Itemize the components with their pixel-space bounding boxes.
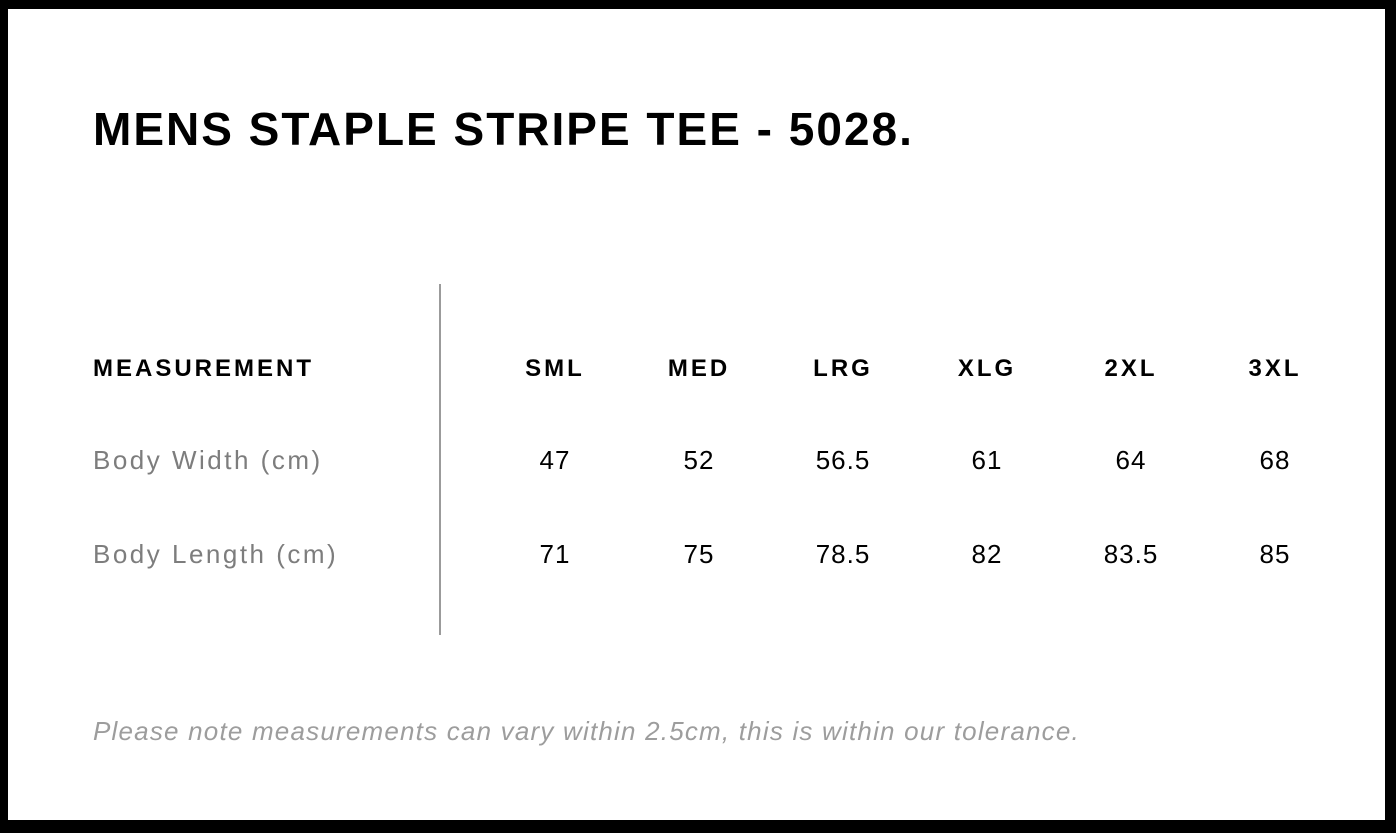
column-header-xlg: XLG	[957, 355, 1017, 382]
column-header-med: MED	[667, 355, 731, 382]
cell-body-length-med: 75	[683, 539, 715, 569]
tolerance-note: Please note measurements can vary within…	[93, 716, 1080, 746]
cell-body-length-lrg: 78.5	[815, 539, 871, 569]
cell-body-width-med: 52	[683, 445, 715, 475]
column-header-sml: SML	[525, 355, 585, 382]
cell-body-width-lrg: 56.5	[815, 445, 871, 475]
table-row-body-width: Body Width (cm) 47 52 56.5 61 64 68	[93, 445, 1347, 475]
column-header-measurement: MEASUREMENT	[93, 355, 315, 382]
cell-body-width-3xl: 68	[1259, 445, 1291, 475]
size-table-header-row: MEASUREMENT SML MED LRG XLG 2XL 3XL	[93, 354, 1347, 384]
column-header-3xl: 3XL	[1248, 355, 1302, 382]
cell-body-width-2xl: 64	[1115, 445, 1147, 475]
cell-body-width-sml: 47	[539, 445, 571, 475]
page-title: MENS STAPLE STRIPE TEE - 5028.	[93, 103, 914, 155]
table-row-body-length: Body Length (cm) 71 75 78.5 82 83.5 85	[93, 539, 1347, 569]
column-header-lrg: LRG	[813, 355, 873, 382]
table-vertical-divider	[439, 284, 441, 635]
cell-body-length-3xl: 85	[1259, 539, 1291, 569]
cell-body-width-xlg: 61	[971, 445, 1003, 475]
cell-body-length-sml: 71	[539, 539, 571, 569]
row-label-body-length: Body Length (cm)	[93, 539, 339, 569]
row-label-body-width: Body Width (cm)	[93, 445, 323, 475]
cell-body-length-xlg: 82	[971, 539, 1003, 569]
cell-body-length-2xl: 83.5	[1103, 539, 1159, 569]
column-header-2xl: 2XL	[1104, 355, 1158, 382]
